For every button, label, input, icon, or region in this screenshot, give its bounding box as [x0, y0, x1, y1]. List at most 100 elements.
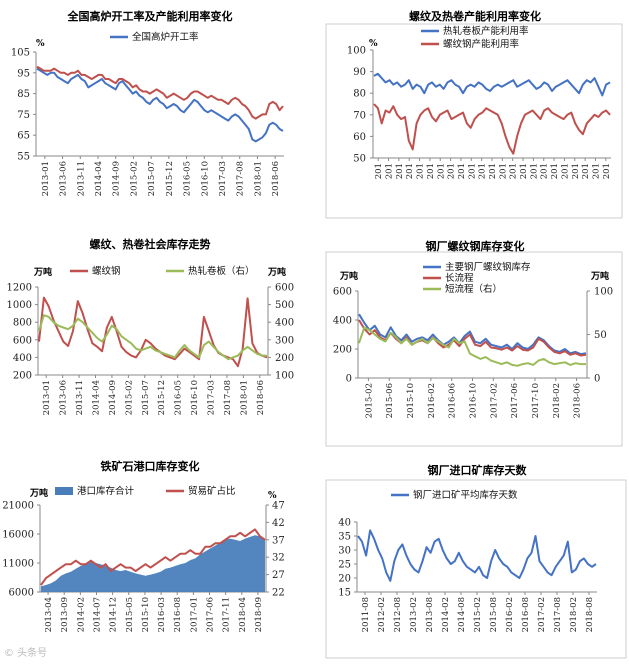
x-tick-label: 2015-02	[124, 380, 134, 415]
x-tick-label: 2016-02	[505, 597, 515, 632]
y-unit-left-label: 万吨	[339, 270, 358, 282]
y-unit-right-label: 万吨	[267, 266, 286, 278]
x-tick-label: 2015-06	[385, 383, 395, 418]
x-tick-label: 2017-10	[531, 383, 541, 418]
x-tick-label: 2014-12	[109, 597, 119, 632]
chart-title: 铁矿石港口库存变化	[100, 460, 200, 473]
x-tick-label: 201	[560, 163, 570, 179]
x-tick-label: 2016-05	[183, 161, 193, 196]
x-tick-label: 201	[591, 163, 601, 179]
x-tick-label: 201	[509, 163, 519, 179]
x-tick-label: 2015-12	[165, 161, 175, 196]
y-tick-label: 55	[17, 152, 30, 163]
y-tick-label: 30	[338, 546, 351, 557]
chart-title: 钢厂进口矿库存天数	[427, 464, 527, 477]
legend-label: 主要钢厂螺纹钢库存	[445, 261, 531, 273]
x-tick-label: 201	[447, 163, 457, 179]
x-tick-label: 2018-01	[239, 380, 249, 415]
y-tick-label: 600	[333, 287, 352, 298]
chart-title: 钢厂螺纹钢库存变化	[425, 240, 525, 253]
y-tick-label: 95	[17, 68, 30, 79]
x-tick-label: 2015-07	[147, 161, 157, 196]
x-tick-label: 2013-09	[60, 597, 70, 632]
series-line-1	[358, 319, 587, 357]
x-tick-label: 2012-08	[393, 597, 403, 632]
x-tick-label: 2014-09	[108, 380, 118, 415]
chart-social-inventory: 螺纹、热卷社会库存走势 万吨 万吨 200 400 600 800 1000 1200 10…	[0, 228, 300, 450]
x-tick-label: 2013-01	[42, 380, 52, 415]
y-right-tick-label: 400	[275, 318, 294, 329]
x-tick-label: 201	[405, 163, 415, 179]
y-right-tick-label: 42	[272, 518, 285, 529]
chart-capacity-utilization: 螺纹及热卷产能利用率变化 % 50 60 70 80 90 100 201 201 201 201…	[325, 0, 625, 222]
y-tick-label: 11000	[2, 559, 34, 570]
legend-label: 热轧卷板产能利用率	[443, 25, 529, 37]
series-line-0	[38, 296, 268, 368]
x-tick-label: 2014-02	[441, 597, 451, 632]
y-tick-label: 800	[13, 318, 32, 329]
y-tick-label: 1200	[7, 283, 32, 294]
x-tick-label: 2014-04	[94, 161, 104, 196]
legend-swatch	[55, 487, 73, 495]
x-tick-label: 2017-02	[489, 383, 499, 418]
x-tick-label: 2018-06	[271, 161, 281, 196]
y-tick-label: 35	[338, 532, 351, 543]
y-right-tick-label: 600	[275, 283, 294, 294]
panel-border	[325, 23, 623, 219]
x-tick-label: 2014-07	[93, 597, 103, 632]
chart-plot: 万吨 万吨 200 400 600 800 1000 1200 100 200 300 400 50…	[7, 265, 295, 415]
chart-title: 螺纹及热卷产能利用率变化	[409, 10, 541, 23]
x-tick-label: 2017-06	[206, 597, 216, 632]
y-right-tick-label: 32	[272, 553, 285, 564]
chart-mill-rebar-inventory: 钢厂螺纹钢库存变化 万吨 万吨 0 200 400 600 0 50 100 2015-02 2…	[325, 228, 625, 450]
y-right-tick-label: 500	[275, 300, 294, 311]
y-tick-label: 100	[347, 46, 366, 57]
x-tick-label: 2016-05	[174, 380, 184, 415]
legend-label: 港口库存合计	[77, 485, 135, 497]
x-tick-label: 2016-03	[157, 597, 167, 632]
x-tick-label: 201	[581, 163, 591, 179]
x-tick-label: 2015-02	[473, 597, 483, 632]
y-tick-label: 200	[13, 371, 32, 382]
legend-label: 钢厂进口矿平均库存天数	[413, 489, 518, 501]
x-tick-label: 2016-08	[173, 597, 183, 632]
watermark: © 头条号	[4, 648, 48, 659]
y-tick-label: 60	[353, 132, 366, 143]
x-tick-label: 2017-08	[553, 597, 563, 632]
x-tick-label: 2016-10	[200, 161, 210, 196]
x-tick-label: 201	[395, 163, 405, 179]
x-tick-label: 2018-02	[552, 383, 562, 418]
x-tick-label: 2015-12	[157, 380, 167, 415]
y-tick-label: 75	[17, 110, 30, 121]
chart-title: 螺纹、热卷社会库存走势	[89, 238, 211, 251]
x-tick-label: 201	[488, 163, 498, 179]
y-tick-label: 70	[353, 110, 366, 121]
x-tick-label: 2015-05	[125, 597, 135, 632]
x-tick-label: 201	[478, 163, 488, 179]
chart-plot: 万吨 万吨 0 200 400 600 0 50 100 2015-02 2015-06 2015…	[325, 251, 623, 447]
y-tick-label: 400	[333, 316, 352, 327]
chart-plot: 15 20 25 30 35 40 2011-08 2012-02 2012-08 2013-02…	[325, 479, 627, 659]
series-area-0	[41, 535, 265, 592]
x-tick-label: 2013-08	[425, 597, 435, 632]
y-unit-right-label: %	[268, 491, 277, 501]
x-tick-label: 2015-02	[364, 383, 374, 418]
x-tick-label: 2012-02	[377, 597, 387, 632]
x-tick-label: 2014-02	[76, 597, 86, 632]
y-right-tick-label: 22	[272, 588, 285, 599]
y-tick-label: 16000	[2, 530, 34, 541]
x-tick-label: 2017-11	[222, 597, 232, 632]
y-tick-label: 40	[338, 518, 351, 529]
series-line-1	[373, 103, 611, 155]
x-tick-label: 2014-04	[92, 380, 102, 415]
x-tick-label: 2017-06	[510, 383, 520, 418]
x-tick-label: 2016-06	[448, 383, 458, 418]
x-tick-label: 2015-10	[141, 597, 151, 632]
y-unit-left-label: 万吨	[29, 487, 48, 499]
x-tick-label: 2018-04	[238, 597, 248, 632]
y-tick-label: 1000	[7, 300, 32, 311]
x-tick-label: 2016-02	[427, 383, 437, 418]
y-tick-label: 90	[353, 67, 366, 78]
chart-blast-furnace: 全国高炉开工率及产能利用率变化 % 55 65 75 85 95 105 2013-01 20…	[0, 0, 300, 222]
x-tick-label: 201	[467, 163, 477, 179]
